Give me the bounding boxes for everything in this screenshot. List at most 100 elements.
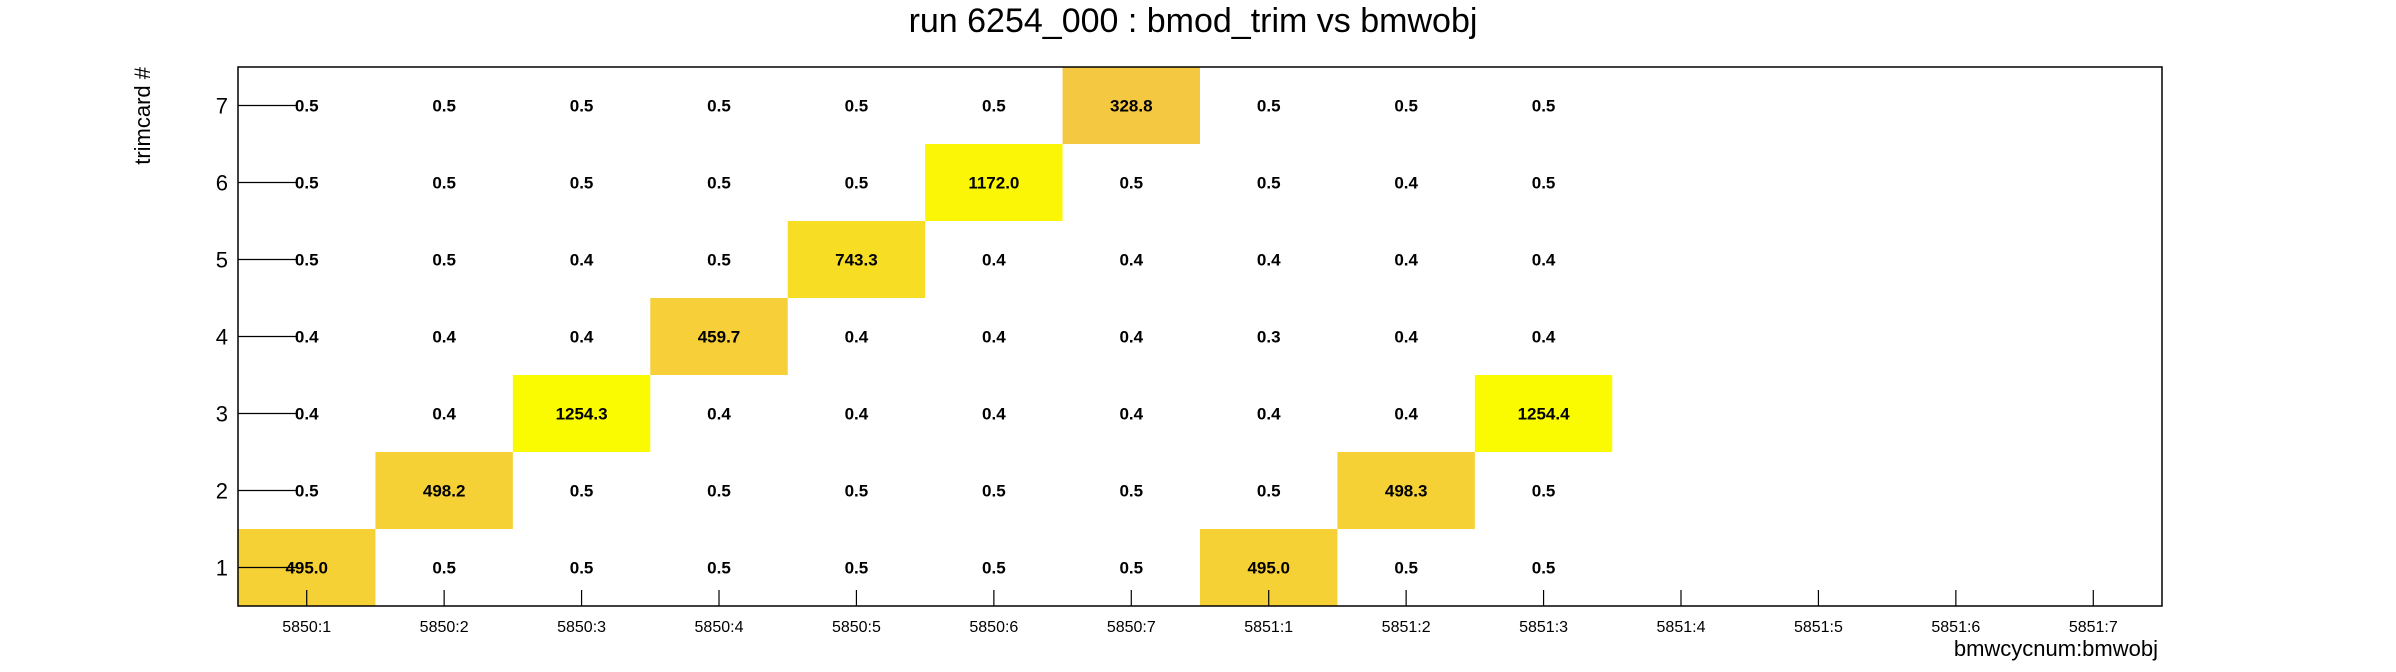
cell-value-label: 0.5 (432, 251, 456, 270)
cell-value-label: 1254.4 (1518, 405, 1571, 424)
cell-value-label: 498.2 (423, 482, 466, 501)
x-tick-label: 5850:7 (1107, 619, 1156, 636)
y-tick-label: 4 (216, 325, 228, 350)
cell-value-label: 0.4 (982, 251, 1006, 270)
y-axis-label: trimcard # (130, 66, 155, 165)
cell-value-label: 0.5 (570, 482, 594, 501)
cell-value-label: 495.0 (285, 559, 328, 578)
heatmap-cell (787, 221, 926, 298)
cell-value-label: 0.4 (1532, 251, 1556, 270)
y-tick-label: 1 (216, 556, 228, 581)
cell-value-label: 0.5 (295, 482, 319, 501)
chart-title: run 6254_000 : bmod_trim vs bmwobj (909, 2, 1478, 40)
cell-value-label: 0.5 (295, 174, 319, 193)
cell-value-label: 0.5 (1532, 174, 1556, 193)
cell-value-label: 0.5 (570, 559, 594, 578)
y-tick-labels: 1 2 3 4 5 6 7 (216, 94, 228, 581)
heatmap-cell (512, 375, 651, 452)
cell-value-label: 0.4 (1257, 251, 1281, 270)
cell-value-label: 0.4 (845, 328, 869, 347)
cell-value-label: 0.5 (570, 174, 594, 193)
cell-value-label: 0.4 (1119, 251, 1143, 270)
heatmap-cell (1062, 67, 1200, 144)
x-tick-label: 5850:3 (557, 619, 606, 636)
cell-value-label: 0.5 (1257, 97, 1281, 116)
cell-value-label: 0.5 (1394, 559, 1418, 578)
cell-value-label: 0.5 (707, 97, 731, 116)
cell-value-label: 0.5 (845, 174, 869, 193)
x-tick-label: 5851:1 (1244, 619, 1293, 636)
cell-value-label: 0.3 (1257, 328, 1281, 347)
y-tick-label: 2 (216, 479, 228, 504)
cell-value-label: 0.5 (1394, 97, 1418, 116)
cell-value-label: 0.5 (1532, 559, 1556, 578)
cell-value-label: 0.5 (707, 251, 731, 270)
cell-value-label: 0.4 (982, 328, 1006, 347)
cell-value-label: 0.5 (295, 251, 319, 270)
x-tick-label: 5850:2 (420, 619, 469, 636)
cell-value-label: 743.3 (835, 251, 878, 270)
cell-value-label: 0.4 (1257, 405, 1281, 424)
x-tick-label: 5851:5 (1794, 619, 1843, 636)
y-tick-label: 6 (216, 171, 228, 196)
cell-value-label: 0.4 (432, 405, 456, 424)
cell-value-label: 0.5 (432, 559, 456, 578)
x-tick-label: 5851:2 (1382, 619, 1431, 636)
cell-value-label: 0.4 (1394, 405, 1418, 424)
heatmap-cells (238, 67, 1613, 606)
x-tick-label: 5850:4 (695, 619, 744, 636)
cell-value-label: 0.4 (707, 405, 731, 424)
x-tick-label: 5850:6 (969, 619, 1018, 636)
cell-value-label: 0.4 (295, 405, 319, 424)
y-tick-label: 5 (216, 248, 228, 273)
heatmap-cell (925, 144, 1063, 221)
cell-value-label: 0.4 (432, 328, 456, 347)
x-tick-label: 5851:4 (1657, 619, 1706, 636)
cell-value-label: 0.4 (845, 405, 869, 424)
cell-value-label: 459.7 (698, 328, 741, 347)
cell-value-label: 0.5 (982, 97, 1006, 116)
cell-value-label: 0.4 (1532, 328, 1556, 347)
cell-value-label: 0.4 (1119, 328, 1143, 347)
cell-value-label: 495.0 (1247, 559, 1290, 578)
cell-value-label: 0.5 (707, 482, 731, 501)
cell-value-label: 0.4 (570, 328, 594, 347)
x-tick-label: 5851:3 (1519, 619, 1568, 636)
cell-value-label: 0.5 (845, 97, 869, 116)
heatmap-cell (375, 452, 513, 529)
cell-value-label: 0.4 (1394, 251, 1418, 270)
cell-value-label: 0.5 (1119, 559, 1143, 578)
cell-value-label: 328.8 (1110, 97, 1153, 116)
x-tick-label: 5850:5 (832, 619, 881, 636)
plot-frame (237, 66, 2163, 607)
x-axis-label: bmwcycnum:bmwobj (1954, 636, 2158, 661)
cell-value-label: 0.5 (432, 174, 456, 193)
cell-value-label: 0.5 (982, 482, 1006, 501)
cell-value-label: 0.4 (1394, 174, 1418, 193)
cell-value-label: 0.5 (295, 97, 319, 116)
x-tick-label: 5851:6 (1931, 619, 1980, 636)
y-tick-label: 7 (216, 94, 228, 119)
cell-value-label: 0.4 (295, 328, 319, 347)
heatmap-cell (1474, 375, 1613, 452)
cell-value-label: 0.4 (1119, 405, 1143, 424)
cell-value-label: 0.5 (570, 97, 594, 116)
cell-value-label: 0.5 (707, 174, 731, 193)
cell-value-label: 0.5 (1532, 97, 1556, 116)
cell-value-label: 1254.3 (556, 405, 608, 424)
x-tick-label: 5851:7 (2069, 619, 2118, 636)
cell-value-label: 0.5 (982, 559, 1006, 578)
heatmap-cell (1337, 452, 1475, 529)
heatmap-cell (650, 298, 788, 375)
cell-value-label: 0.4 (982, 405, 1006, 424)
cell-value-label: 498.3 (1385, 482, 1428, 501)
cell-value-label: 0.5 (1119, 174, 1143, 193)
cell-value-label: 0.5 (1257, 482, 1281, 501)
cell-value-label: 0.5 (432, 97, 456, 116)
cell-value-label: 0.4 (570, 251, 594, 270)
axis-ticks (238, 104, 2094, 606)
y-tick-label: 3 (216, 402, 228, 427)
cell-value-label: 0.4 (1394, 328, 1418, 347)
cell-value-label: 0.5 (1119, 482, 1143, 501)
